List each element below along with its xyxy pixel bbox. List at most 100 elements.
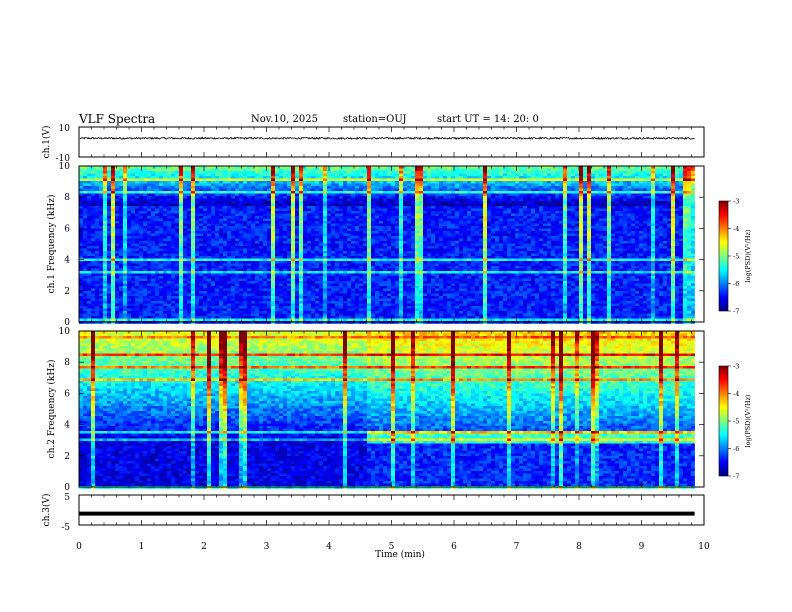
spectrogram-cell [199, 218, 204, 222]
spectrogram-cell [199, 166, 204, 169]
spectrogram-cell [191, 201, 196, 204]
spectrogram-cell [319, 201, 324, 204]
spectrogram-cell [335, 291, 340, 294]
spectrogram-cell [219, 276, 224, 279]
spectrogram-cell [103, 291, 108, 294]
spectrogram-cell [215, 201, 220, 204]
spectrogram-cell [155, 208, 160, 212]
spectrogram-cell [183, 296, 188, 299]
spectrogram-cell [167, 276, 172, 279]
spectrogram-cell [223, 303, 228, 307]
spectrogram-cell [115, 296, 120, 299]
spectrogram-cell [99, 178, 104, 182]
spectrogram-cell [311, 248, 316, 252]
spectrogram-cell [175, 218, 180, 222]
spectrogram-cell [375, 166, 380, 169]
spectrogram-cell [195, 211, 200, 214]
spectrogram-cell [379, 288, 384, 292]
spectrogram-cell [139, 196, 144, 199]
spectrogram-cell [103, 271, 108, 274]
spectrogram-cell [215, 308, 220, 312]
spectrogram-cell [211, 281, 216, 284]
spectrogram-cell [323, 306, 328, 309]
spectrogram-cell [347, 176, 352, 179]
spectrogram-cell [127, 276, 132, 279]
spectrogram-cell [299, 258, 304, 262]
spectrogram-cell [291, 191, 296, 194]
spectrogram-cell [339, 316, 344, 319]
spectrogram-cell [235, 181, 240, 184]
spectrogram-cell [175, 166, 180, 169]
spectrogram-cell [331, 283, 336, 287]
spectrogram-cell [299, 301, 304, 304]
spectrogram-cell [147, 176, 152, 179]
spectrogram-cell [243, 238, 248, 242]
spectrogram-cell [163, 276, 168, 279]
spectrogram-cell [223, 288, 228, 292]
spectrogram-cell [387, 243, 392, 247]
spectrogram-cell [295, 253, 300, 257]
spectrogram-cell [147, 218, 152, 222]
spectrogram-cell [143, 316, 148, 319]
spectrogram-cell [303, 283, 308, 287]
spectrogram-cell [287, 308, 292, 312]
spectrogram-cell [155, 203, 160, 207]
spectrogram-cell [219, 243, 224, 247]
spectrogram-cell [87, 251, 92, 254]
spectrogram-cell [171, 168, 176, 172]
spectrogram-cell [319, 228, 324, 232]
spectrogram-cell [155, 236, 160, 239]
spectrogram-cell [235, 311, 240, 314]
spectrogram-cell [143, 223, 148, 227]
spectrogram-cell [263, 203, 268, 207]
spectrogram-cell [363, 266, 368, 269]
spectrogram-cell [199, 168, 204, 172]
spectrogram-cell [239, 271, 244, 274]
spectrogram-cell [311, 236, 316, 239]
spectrogram-cell [383, 213, 388, 217]
spectrogram-cell [323, 181, 328, 184]
spectrogram-cell [83, 236, 88, 239]
spectrogram-cell [303, 178, 308, 182]
spectrogram-cell [119, 193, 124, 197]
spectrogram-cell [87, 186, 92, 189]
spectrogram-cell [107, 291, 112, 294]
spectrogram-cell [255, 203, 260, 207]
spectrogram-cell [115, 208, 120, 212]
spectrogram-cell [319, 251, 324, 254]
spectrogram-cell [327, 206, 332, 209]
spectrogram-cell [203, 318, 208, 322]
spectrogram-cell [119, 178, 124, 182]
spectrogram-cell [143, 278, 148, 282]
spectrogram-cell [243, 313, 248, 317]
spectrogram-cell [127, 248, 132, 252]
spectrogram-cell [239, 166, 244, 169]
spectrogram-cell [367, 283, 372, 287]
spectrogram-cell [143, 213, 148, 217]
spectrogram-cell [111, 248, 116, 252]
spectrogram-cell [155, 296, 160, 299]
spectrogram-cell [347, 303, 352, 307]
spectrogram-cell [131, 241, 136, 244]
spectrogram-cell [139, 273, 144, 277]
spectrogram-cell [311, 293, 316, 297]
spectrogram-cell [275, 293, 280, 297]
spectrogram-cell [351, 168, 356, 172]
spectrogram-cell [243, 308, 248, 312]
spectrogram-cell [343, 178, 348, 182]
spectrogram-cell [351, 246, 356, 249]
spectrogram-cell [167, 266, 172, 269]
spectrogram-cell [255, 271, 260, 274]
spectrogram-cell [339, 278, 344, 282]
spectrogram-cell [271, 291, 276, 294]
spectrogram-cell [251, 178, 256, 182]
spectrogram-cell [127, 231, 132, 234]
spectrogram-cell [263, 243, 268, 247]
spectrogram-cell [99, 211, 104, 214]
spectrogram-cell [299, 228, 304, 232]
spectrogram-cell [159, 283, 164, 287]
spectrogram-cell [207, 251, 212, 254]
spectrogram-cell [355, 286, 360, 289]
spectrogram-cell [107, 251, 112, 254]
spectrogram-cell [287, 218, 292, 222]
